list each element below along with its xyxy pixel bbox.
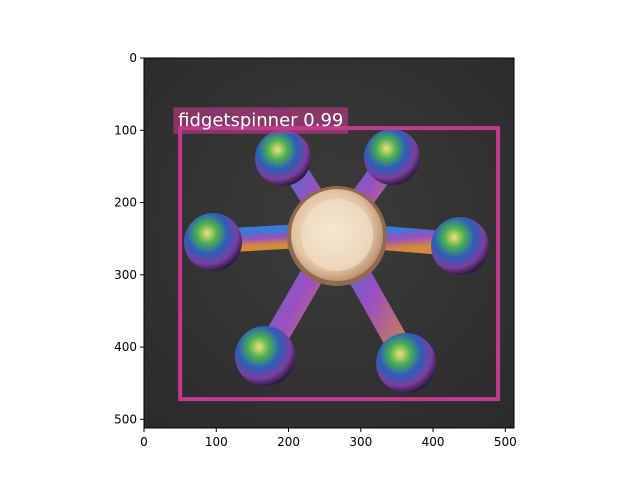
x-tick-label: 400	[422, 435, 445, 449]
y-tick-label: 400	[114, 340, 137, 354]
x-axis: 0 100 200 300 400 500	[140, 428, 517, 449]
spinner-ball	[431, 217, 489, 275]
spinner-ball	[255, 130, 311, 186]
fidget-spinner	[184, 129, 489, 393]
axes-frame	[143, 57, 515, 429]
x-tick-label: 500	[494, 435, 517, 449]
y-tick-label: 500	[114, 412, 137, 426]
x-tick-label: 100	[205, 435, 228, 449]
y-axis: 0 100 200 300 400 500	[114, 51, 144, 426]
y-tick-label: 100	[114, 123, 137, 137]
spinner-ball	[364, 129, 420, 185]
spinner-ball	[235, 326, 295, 386]
x-tick-label: 200	[277, 435, 300, 449]
detection-label-background	[173, 107, 349, 134]
y-tick-label: 300	[114, 268, 137, 282]
detection-label: fidgetspinner 0.99	[178, 110, 343, 131]
spinner-hub-inner	[301, 199, 373, 271]
y-tick-label: 200	[114, 196, 137, 210]
spinner-ball	[376, 333, 436, 393]
x-tick-label: 300	[349, 435, 372, 449]
x-tick-label: 0	[140, 435, 148, 449]
y-tick-label: 0	[129, 51, 137, 65]
spinner-ball	[184, 213, 242, 271]
